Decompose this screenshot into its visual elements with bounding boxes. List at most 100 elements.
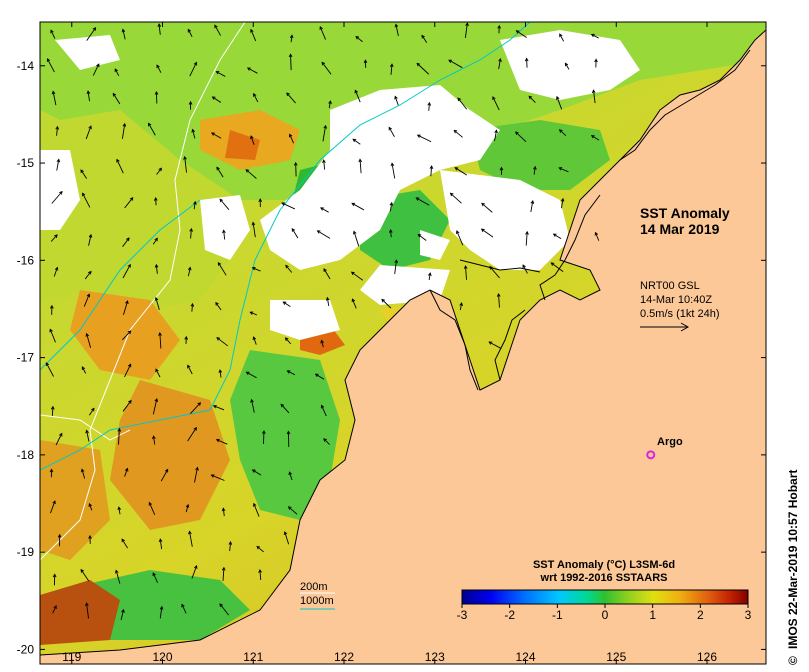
current-vector: [155, 264, 158, 274]
current-vector-head: [86, 90, 91, 95]
current-vector: [122, 29, 126, 40]
no-data-area: [270, 300, 340, 340]
current-vector: [283, 301, 291, 308]
current-vector: [52, 91, 57, 106]
current-vector: [351, 202, 365, 211]
current-vector: [85, 126, 92, 140]
sst-anomaly-patch: [40, 580, 120, 645]
current-vector: [389, 202, 393, 212]
current-vector-head: [328, 100, 332, 105]
current-vector: [280, 404, 290, 414]
current-vector: [189, 62, 197, 77]
current-vector-head: [121, 608, 125, 613]
current-vector: [50, 30, 56, 39]
current-source-label: NRT00 GSL: [640, 280, 700, 292]
current-vector-head: [81, 366, 86, 371]
current-vector: [448, 59, 463, 69]
current-vector-head: [463, 265, 468, 269]
current-vector-head: [280, 403, 285, 408]
current-vector: [359, 159, 362, 174]
current-vector: [253, 336, 257, 345]
current-vector: [286, 92, 296, 104]
current-vector-head: [187, 28, 192, 33]
current-vector-head: [494, 129, 498, 134]
lat-tick-label: -14: [17, 59, 35, 73]
current-vector: [454, 167, 468, 176]
colorbar-title-line1: SST Anomaly (°C) L3SM-6d: [533, 559, 675, 571]
current-vector-head: [258, 198, 263, 202]
current-vector: [528, 95, 536, 103]
current-vector: [80, 169, 88, 179]
current-vector: [122, 400, 132, 412]
plot-frame: [39, 21, 767, 665]
current-vector: [285, 265, 293, 273]
current-vector: [124, 364, 132, 378]
current-vector-head: [355, 35, 360, 40]
current-vector: [253, 93, 259, 103]
current-vector: [152, 238, 158, 245]
current-vector: [53, 267, 58, 277]
current-vector-head: [252, 336, 257, 341]
current-vector: [453, 130, 463, 138]
current-vector-head: [154, 90, 159, 95]
current-vector: [217, 262, 227, 276]
current-vector: [558, 167, 569, 173]
current-vector-head: [96, 63, 100, 68]
current-vector-head: [88, 233, 93, 238]
current-vector: [353, 231, 360, 247]
current-vector-head: [228, 541, 233, 545]
current-vector: [319, 26, 326, 40]
current-vector-head: [323, 438, 327, 442]
current-vector-head: [352, 230, 357, 235]
current-vector-head: [354, 89, 358, 94]
current-vector: [222, 508, 225, 517]
current-vector: [323, 160, 326, 170]
current-vector-head: [215, 71, 220, 75]
current-vector-head: [514, 131, 519, 136]
lat-tick-label: -17: [17, 351, 35, 365]
current-vector-head: [80, 568, 84, 573]
current-vector-head: [497, 24, 501, 29]
current-vector-head: [457, 97, 461, 102]
current-vector-head: [152, 435, 156, 440]
current-vector-head: [594, 58, 598, 63]
current-vector-head: [250, 398, 254, 403]
current-vector-head: [52, 500, 56, 505]
current-vector-head: [285, 264, 289, 269]
current-vector-head: [57, 533, 62, 538]
current-vector-head: [352, 138, 357, 143]
current-vector: [498, 58, 501, 70]
current-vector-head: [85, 602, 89, 607]
current-vector-head: [222, 229, 226, 234]
current-vector: [559, 129, 567, 137]
current-vector-head: [194, 565, 198, 569]
current-vector: [187, 267, 191, 277]
current-vector-head: [258, 568, 262, 573]
lon-tick-label: 122: [334, 650, 354, 664]
current-vector: [459, 302, 463, 311]
current-vector-head: [323, 124, 328, 129]
current-vector-head: [314, 373, 319, 377]
current-time-label: 14-Mar 10:40Z: [640, 294, 712, 306]
current-vector: [488, 341, 502, 349]
current-vector: [252, 267, 261, 272]
current-vector-head: [416, 134, 421, 138]
current-vector: [81, 366, 87, 374]
current-vector-head: [321, 61, 326, 66]
current-vector: [394, 96, 399, 106]
current-vector-head: [253, 502, 257, 507]
current-vector-head: [210, 474, 215, 478]
map-title-line1: SST Anomaly: [640, 205, 730, 221]
current-vector: [159, 539, 163, 550]
current-vector: [192, 129, 196, 139]
current-vector-head: [293, 161, 298, 166]
current-vector-head: [249, 311, 254, 315]
current-vector: [121, 538, 128, 549]
current-vector-head: [121, 538, 125, 543]
current-vector: [391, 163, 396, 179]
current-vector: [83, 294, 90, 307]
current-vector: [289, 471, 293, 481]
current-vector: [465, 265, 467, 280]
current-vector: [212, 96, 222, 103]
contour-1000m-label: 1000m: [300, 595, 334, 607]
